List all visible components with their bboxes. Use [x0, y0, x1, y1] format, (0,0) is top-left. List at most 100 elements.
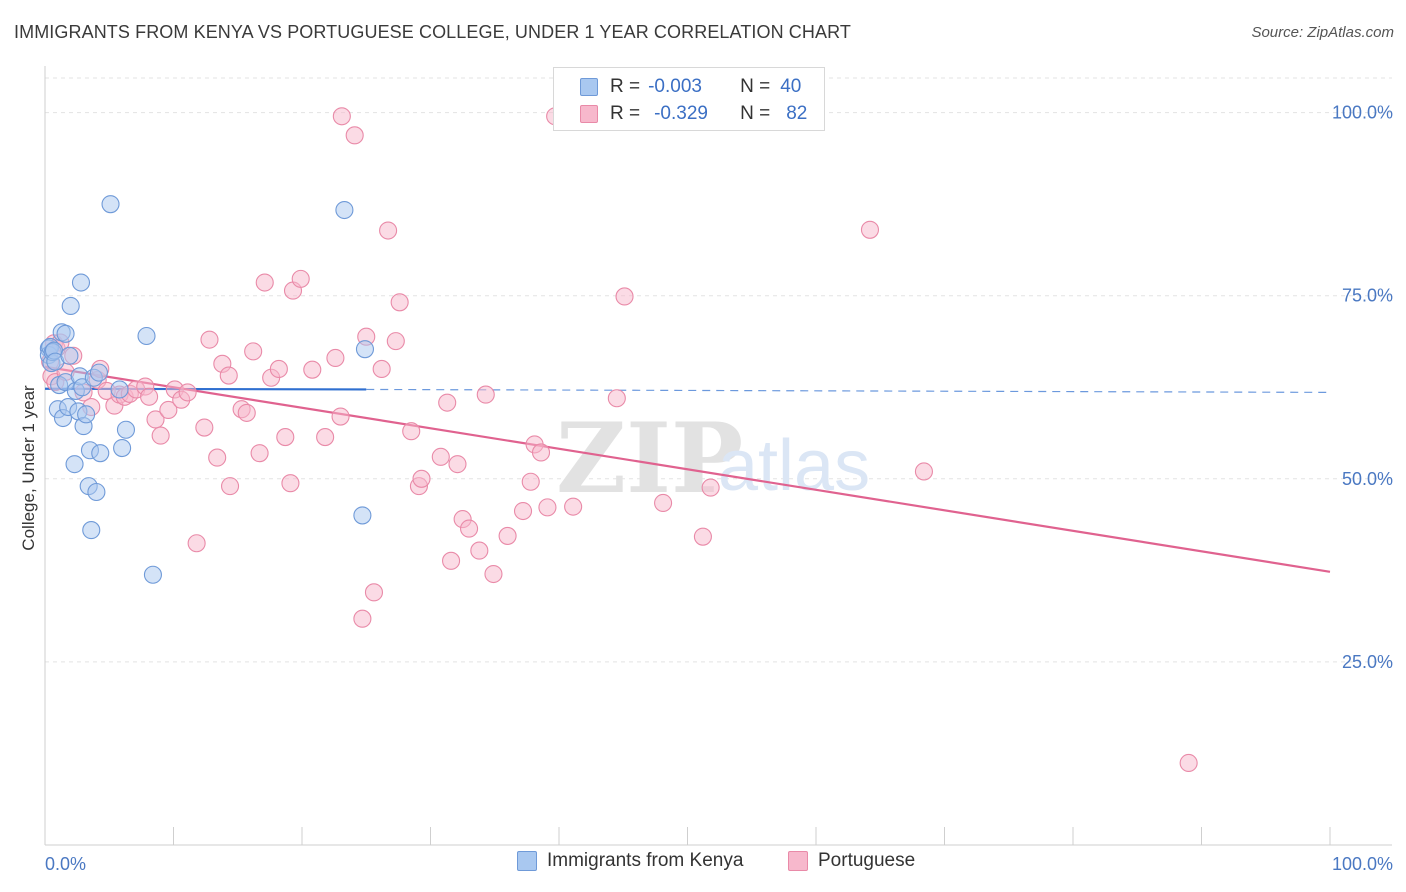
kenya-point	[82, 521, 101, 540]
y-tick-label: 50.0%	[1342, 469, 1393, 489]
portuguese-point	[364, 583, 384, 602]
watermark: ZIP atlas	[556, 402, 870, 515]
portuguese-point	[914, 462, 933, 481]
portuguese-point	[178, 383, 197, 402]
legend-item-portuguese: Portuguese	[788, 850, 915, 872]
portuguese-point	[140, 387, 159, 406]
kenya-point	[116, 420, 136, 439]
portuguese-point	[379, 221, 398, 240]
source-label: Source: ZipAtlas.com	[1251, 24, 1394, 41]
watermark-atlas: atlas	[718, 426, 870, 506]
portuguese-point	[195, 418, 214, 437]
tick-labels: 25.0% 50.0% 75.0% 100.0% 0.0% 100.0%	[45, 103, 1393, 874]
kenya-point	[71, 273, 91, 292]
portuguese-point	[250, 444, 269, 463]
portuguese-point	[615, 287, 634, 306]
portuguese-point	[498, 526, 517, 545]
y-axis-label: College, Under 1 year	[19, 385, 38, 551]
r-value: -0.329	[654, 103, 708, 124]
data-points	[39, 107, 1198, 773]
kenya-point	[77, 405, 96, 424]
portuguese-point	[412, 469, 431, 488]
portuguese-point	[693, 527, 712, 546]
r-label: R =	[610, 103, 641, 124]
kenya-point	[65, 455, 84, 474]
kenya-point	[335, 200, 354, 220]
portuguese-point	[701, 478, 720, 497]
portuguese-point	[402, 422, 421, 441]
kenya-point	[89, 363, 109, 382]
kenya-trend-line	[44, 387, 367, 391]
portuguese-point	[476, 385, 495, 404]
portuguese-point	[372, 359, 391, 379]
portuguese-point	[187, 534, 206, 553]
portuguese-point	[244, 342, 263, 361]
portuguese-point	[484, 564, 503, 584]
portuguese-point	[353, 609, 372, 628]
n-label: N =	[740, 103, 771, 124]
y-tick-label: 100.0%	[1332, 103, 1393, 123]
portuguese-point	[276, 428, 295, 447]
portuguese-point	[332, 107, 351, 126]
legend-label-portuguese: Portuguese	[818, 850, 916, 871]
portuguese-point	[281, 474, 300, 493]
portuguese-point	[219, 366, 238, 385]
n-label: N =	[740, 76, 771, 97]
bottom-legend: Immigrants from Kenya Portuguese	[0, 850, 1406, 878]
portuguese-point	[470, 541, 489, 560]
portuguese-point	[303, 360, 322, 379]
kenya-point	[355, 340, 375, 359]
portuguese-point	[564, 497, 583, 516]
portuguese-point	[438, 393, 457, 412]
kenya-point	[137, 326, 156, 346]
portuguese-point	[654, 493, 673, 513]
kenya-point	[113, 438, 132, 458]
portuguese-point	[607, 389, 626, 408]
portuguese-point	[538, 498, 557, 517]
kenya-point	[353, 506, 372, 525]
portuguese-point	[442, 551, 461, 570]
portuguese-point	[513, 501, 533, 521]
axes	[44, 66, 1392, 846]
portuguese-trend-line	[44, 365, 1331, 573]
portuguese-point	[860, 220, 880, 239]
r-label: R =	[610, 76, 641, 97]
portuguese-point	[331, 407, 350, 426]
y-tick-label: 25.0%	[1342, 652, 1393, 672]
portuguese-point	[159, 400, 178, 420]
n-value: 82	[786, 103, 808, 124]
chart-title: IMMIGRANTS FROM KENYA VS PORTUGUESE COLL…	[14, 22, 851, 42]
kenya-point	[101, 195, 120, 214]
portuguese-point	[1179, 753, 1198, 773]
portuguese-point	[448, 455, 467, 474]
portuguese-point	[220, 477, 240, 496]
portuguese-point	[291, 269, 310, 288]
portuguese-point	[345, 126, 364, 145]
legend-label-kenya: Immigrants from Kenya	[547, 850, 744, 871]
kenya-trend-extension	[366, 388, 1331, 393]
portuguese-legend-swatch	[788, 851, 808, 871]
r-value: -0.003	[648, 76, 702, 97]
n-value: 40	[780, 76, 802, 97]
portuguese-point	[521, 472, 540, 491]
x-tick-label: 100.0%	[1332, 854, 1393, 874]
portuguese-point	[390, 293, 409, 312]
portuguese-point	[255, 273, 274, 292]
portuguese-point	[431, 447, 450, 466]
trend-lines	[44, 365, 1331, 573]
portuguese-point	[146, 410, 165, 429]
kenya-point	[61, 296, 80, 316]
kenya-point	[87, 482, 106, 502]
portuguese-point	[200, 330, 219, 349]
portuguese-point	[459, 519, 479, 538]
portuguese-point	[151, 426, 170, 445]
portuguese-point	[208, 448, 227, 467]
y-tick-label: 75.0%	[1342, 286, 1393, 306]
kenya-point	[91, 444, 110, 463]
portuguese-point	[386, 332, 405, 351]
legend-item-kenya: Immigrants from Kenya	[517, 850, 743, 872]
watermark-zip: ZIP	[556, 402, 743, 515]
stats-row-kenya: R = -0.003 N = 40	[554, 74, 801, 100]
stats-row-portuguese: R = -0.329 N = 82	[554, 101, 807, 127]
